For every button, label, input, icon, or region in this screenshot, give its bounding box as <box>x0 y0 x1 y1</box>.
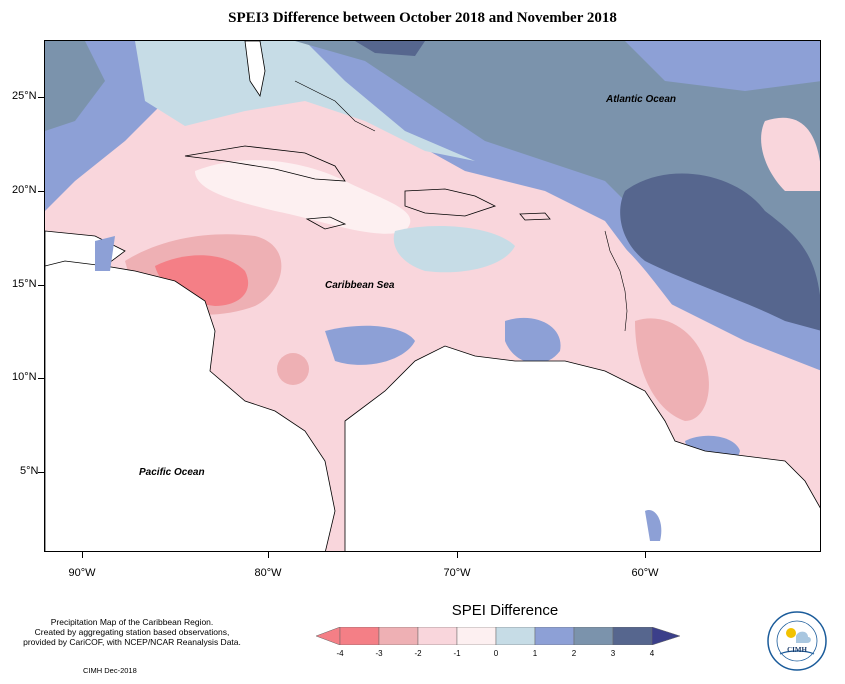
legend-title: SPEI Difference <box>451 602 559 619</box>
legend-swatch-1 <box>339 627 380 645</box>
south-caribbean-spot <box>277 353 309 385</box>
legend-label: 2 <box>571 649 577 658</box>
y-tick-25n <box>38 97 44 98</box>
map-title: SPEI3 Difference between October 2018 an… <box>228 10 617 26</box>
caribbean-pale-zone <box>195 160 411 234</box>
pacific-blue-spot <box>645 510 662 541</box>
venezuela-coast-blue <box>325 325 415 365</box>
y-label-5n: 5°N <box>20 465 39 477</box>
legend-label: 1 <box>532 649 538 658</box>
legend-label: -3 <box>375 649 383 658</box>
east-coast-blue <box>505 317 561 364</box>
credit-line-3: provided by CariCOF, with NCEP/NCAR Rean… <box>23 637 241 647</box>
x-label-90w: 90°W <box>68 567 96 579</box>
legend-label: 4 <box>649 649 655 658</box>
east-caribbean-pink <box>635 318 709 421</box>
y-tick-20n <box>38 191 44 192</box>
honduras-blue <box>95 236 115 271</box>
y-tick-5n <box>38 472 44 473</box>
x-tick-80w <box>268 552 269 558</box>
legend-high-arrow <box>651 627 680 645</box>
atlantic-dark-top <box>355 41 425 56</box>
puerto-rico-outline <box>519 212 551 221</box>
x-tick-90w <box>82 552 83 558</box>
northwest-pale-patch <box>45 41 105 131</box>
y-label-25n: 25°N <box>12 90 37 102</box>
legend-colorbar <box>316 627 680 645</box>
legend-label: -2 <box>414 649 422 658</box>
legend-label: -4 <box>336 649 344 658</box>
x-label-70w: 70°W <box>443 567 471 579</box>
y-label-20n: 20°N <box>12 184 37 196</box>
south-america-land <box>344 345 820 551</box>
northeast-light-patch <box>761 117 820 191</box>
legend-swatch-2 <box>378 627 419 645</box>
cloud-icon <box>796 631 811 643</box>
jamaica-outline <box>305 216 347 230</box>
map-credit: Precipitation Map of the Caribbean Regio… <box>12 617 252 647</box>
legend-swatch-6 <box>534 627 575 645</box>
legend-label: 0 <box>493 649 499 658</box>
cimh-logo: CIMH <box>767 611 827 671</box>
legend-swatch-5 <box>495 627 536 645</box>
bahamas-outline <box>294 80 376 132</box>
x-label-60w: 60°W <box>631 567 659 579</box>
central-america-land <box>45 255 336 551</box>
y-label-10n: 10°N <box>12 371 37 383</box>
lesser-antilles-outline <box>604 230 628 332</box>
x-tick-70w <box>457 552 458 558</box>
atlantic-ocean-label: Atlantic Ocean <box>606 94 677 105</box>
credit-line-1: Precipitation Map of the Caribbean Regio… <box>50 617 214 627</box>
atlantic-light-band <box>135 41 475 161</box>
credit-line-2: Created by aggregating station based obs… <box>34 627 230 637</box>
map-panel <box>44 40 821 552</box>
x-label-80w: 80°W <box>254 567 282 579</box>
spei-map-graphic <box>45 41 820 551</box>
cuba-outline <box>184 145 346 182</box>
legend-swatch-7 <box>573 627 614 645</box>
legend-swatch-4 <box>456 627 497 645</box>
logo-text: CIMH <box>787 646 807 654</box>
legend-label: 3 <box>610 649 616 658</box>
legend-swatch-3 <box>417 627 458 645</box>
legend-low-arrow <box>316 627 341 645</box>
legend-swatch-8 <box>612 627 653 645</box>
florida-outline <box>244 41 266 98</box>
legend-label: -1 <box>453 649 461 658</box>
y-tick-10n <box>38 378 44 379</box>
caribbean-sea-label: Caribbean Sea <box>325 280 395 291</box>
pacific-ocean-label: Pacific Ocean <box>139 467 205 478</box>
sun-icon <box>786 628 796 638</box>
hispaniola-outline <box>404 188 497 217</box>
atlantic-dark-core <box>620 173 820 331</box>
y-tick-15n <box>38 285 44 286</box>
credit-stamp: CIMH Dec-2018 <box>83 666 137 675</box>
central-caribbean-blue <box>393 226 515 273</box>
x-tick-60w <box>645 552 646 558</box>
y-label-15n: 15°N <box>12 278 37 290</box>
